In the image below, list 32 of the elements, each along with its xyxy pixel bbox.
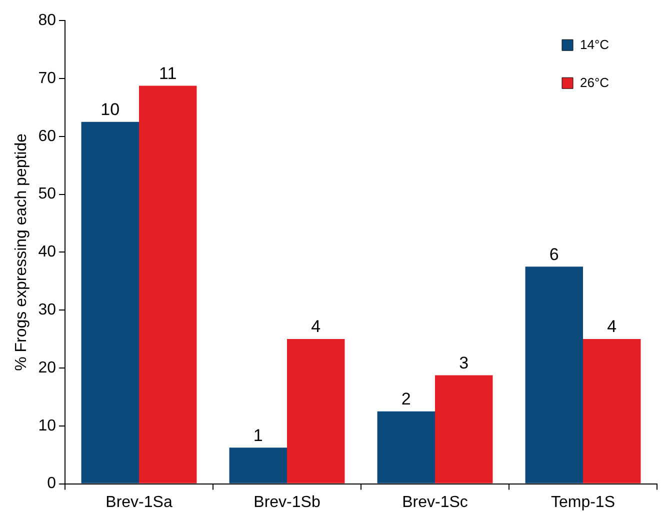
y-tick-label: 30 — [38, 302, 56, 319]
y-tick-label: 60 — [38, 128, 56, 145]
annotation: 3 — [459, 353, 469, 372]
bar — [583, 339, 641, 484]
bar — [435, 375, 493, 484]
annotation: 11 — [159, 64, 177, 83]
y-tick-label: 40 — [38, 244, 56, 261]
y-tick-label: 20 — [38, 359, 56, 376]
annotation: 10 — [100, 100, 120, 120]
annotation: 4 — [607, 317, 617, 336]
annotation: 6 — [549, 244, 559, 264]
bar — [81, 122, 139, 484]
y-tick-label: 10 — [38, 417, 56, 434]
y-tick-label: 0 — [47, 475, 56, 492]
bar — [229, 448, 287, 484]
annotation: 4 — [311, 317, 321, 336]
x-tick-label: Brev-1Sa — [106, 494, 172, 511]
y-tick-label: 70 — [38, 70, 56, 87]
bar — [287, 339, 345, 484]
bar — [377, 411, 435, 484]
y-tick-label: 80 — [38, 12, 56, 30]
x-tick-label: Temp-1S — [550, 494, 616, 511]
x-tick-label: Brev-1Sc — [402, 494, 468, 511]
x-tick-label: Brev-1Sb — [254, 494, 320, 511]
y-tick-label: 50 — [38, 186, 56, 203]
bar — [525, 266, 583, 484]
legend-label: 26°C — [580, 75, 610, 90]
legend-label: 14°C — [580, 37, 610, 52]
bar — [139, 86, 197, 484]
annotation: 2 — [401, 390, 411, 409]
annotation: 1 — [253, 426, 263, 445]
y-axis-title: % Frogs expressing each peptide — [13, 133, 30, 371]
